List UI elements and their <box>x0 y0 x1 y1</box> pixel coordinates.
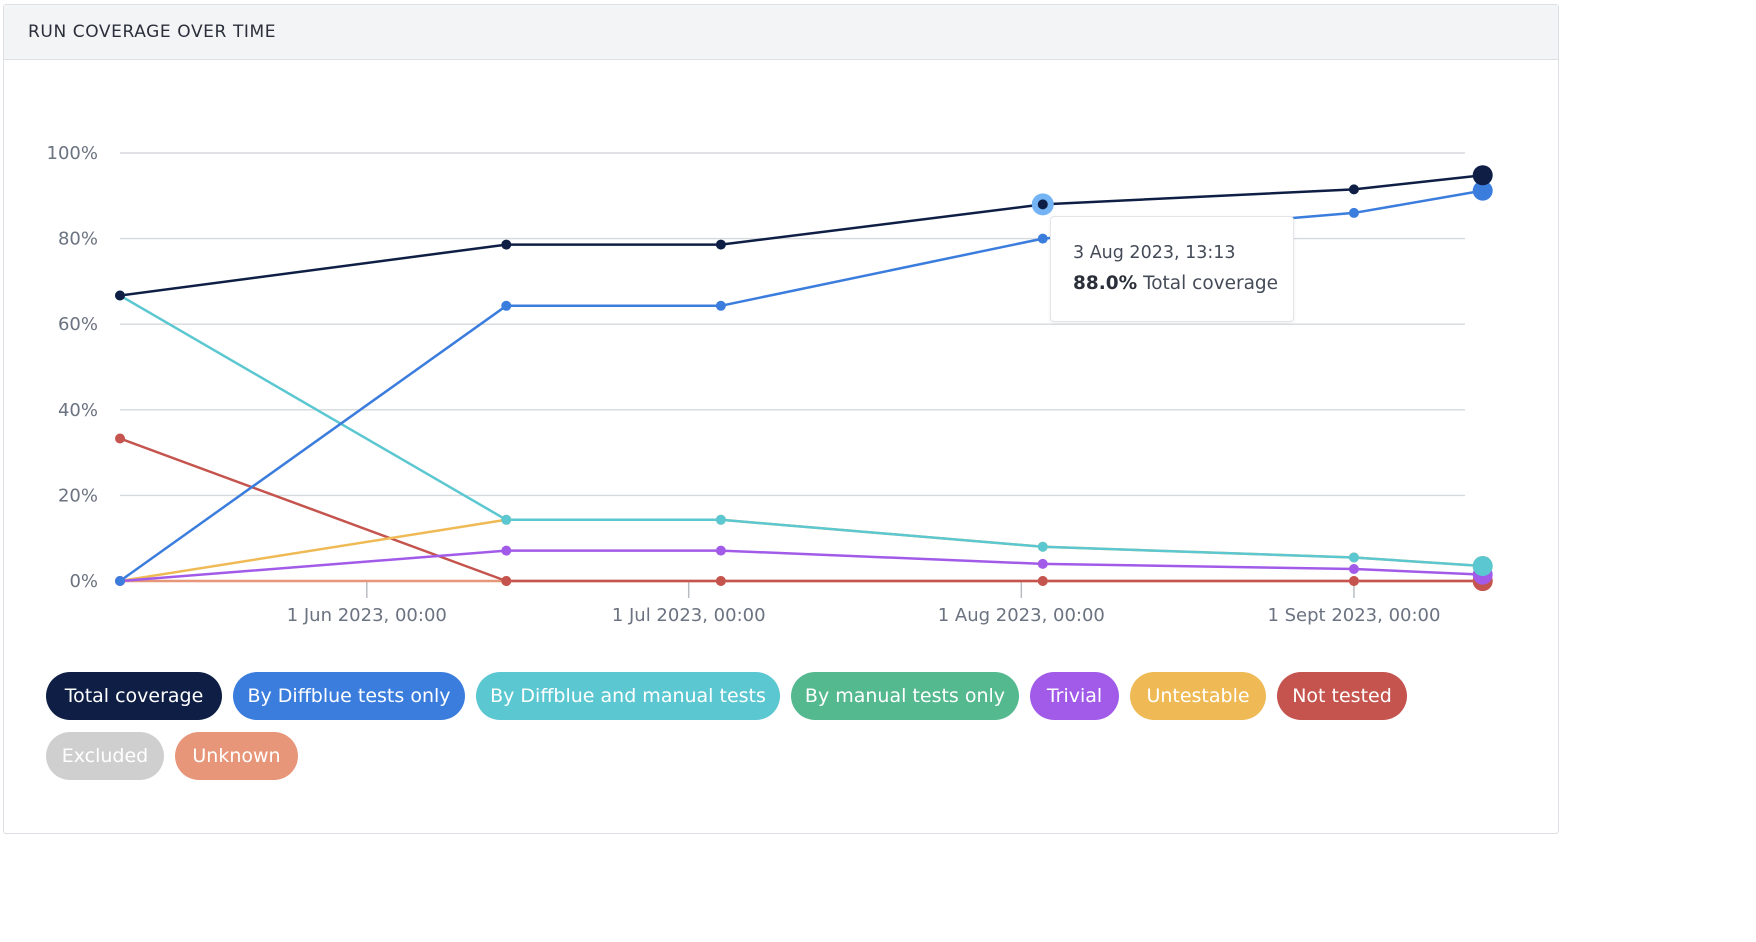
data-point-total-coverage <box>1348 184 1359 195</box>
tooltip-value: 88.0% <box>1073 273 1138 294</box>
data-point-trivial <box>715 545 726 556</box>
series-line-total-coverage <box>119 174 1483 297</box>
data-point-total-coverage <box>1472 165 1493 186</box>
data-point-by-diffblue-and-manual-tests <box>715 514 726 525</box>
data-point-by-diffblue-and-manual-tests <box>1472 556 1493 577</box>
data-point-by-diffblue-tests-only <box>501 300 512 311</box>
data-point-by-diffblue-and-manual-tests <box>1037 541 1048 552</box>
y-tick-label: 80% <box>58 229 98 250</box>
data-point-by-diffblue-tests-only <box>1348 207 1359 218</box>
legend-item-by-manual-tests-only[interactable]: By manual tests only <box>791 672 1019 720</box>
tooltip-line: 88.0% Total coverage <box>1073 273 1293 294</box>
data-point-not-tested <box>501 576 512 586</box>
y-tick-label: 100% <box>47 143 98 164</box>
tooltip-series: Total coverage <box>1143 273 1279 294</box>
data-point-not-tested <box>115 433 125 444</box>
series-line-untestable <box>119 518 1483 583</box>
legend-item-excluded[interactable]: Excluded <box>46 732 164 780</box>
data-point-by-diffblue-tests-only <box>115 576 125 586</box>
y-tick-label: 0% <box>69 571 98 592</box>
data-point-total-coverage <box>115 290 125 301</box>
legend-item-unknown[interactable]: Unknown <box>175 732 298 780</box>
legend-item-by-diffblue-and-manual-tests[interactable]: By Diffblue and manual tests <box>476 672 780 720</box>
data-point-not-tested <box>715 576 726 586</box>
series-line-by-diffblue-tests-only <box>119 189 1483 583</box>
data-point-trivial <box>1348 564 1359 575</box>
data-point-by-diffblue-tests-only <box>715 300 726 311</box>
y-tick-label: 40% <box>58 400 98 421</box>
x-tick-label: 1 Sept 2023, 00:00 <box>1267 605 1440 626</box>
data-point-by-diffblue-and-manual-tests <box>1348 552 1359 563</box>
data-point-by-diffblue-tests-only <box>1472 180 1493 201</box>
data-point-not-tested <box>1348 576 1359 586</box>
chart-tooltip: 3 Aug 2023, 13:13 88.0% Total coverage <box>1050 216 1294 322</box>
data-point-trivial <box>501 545 512 556</box>
series-line-trivial <box>119 549 1483 583</box>
legend-item-by-diffblue-tests-only[interactable]: By Diffblue tests only <box>233 672 465 720</box>
data-point-not-tested <box>1037 576 1048 586</box>
x-tick-label: 1 Jul 2023, 00:00 <box>612 605 766 626</box>
y-tick-label: 20% <box>58 485 98 506</box>
data-point-trivial <box>1037 558 1048 569</box>
legend-item-untestable[interactable]: Untestable <box>1130 672 1266 720</box>
data-point-by-diffblue-and-manual-tests <box>501 514 512 525</box>
series-line-by-diffblue-and-manual-tests <box>119 294 1483 568</box>
data-point-by-diffblue-tests-only <box>1037 233 1048 244</box>
panel-title: RUN COVERAGE OVER TIME <box>28 22 277 42</box>
panel-header: RUN COVERAGE OVER TIME <box>4 5 1558 60</box>
legend-item-trivial[interactable]: Trivial <box>1030 672 1119 720</box>
legend-item-not-tested[interactable]: Not tested <box>1277 672 1407 720</box>
y-tick-label: 60% <box>58 314 98 335</box>
data-point-total-coverage <box>501 239 512 250</box>
x-tick-label: 1 Jun 2023, 00:00 <box>287 605 447 626</box>
legend-item-total-coverage[interactable]: Total coverage <box>46 672 222 720</box>
series-line-not-tested <box>119 437 1483 583</box>
hover-point <box>1037 199 1048 210</box>
tooltip-date: 3 Aug 2023, 13:13 <box>1073 243 1236 263</box>
x-tick-label: 1 Aug 2023, 00:00 <box>938 605 1105 626</box>
data-point-total-coverage <box>715 239 726 250</box>
